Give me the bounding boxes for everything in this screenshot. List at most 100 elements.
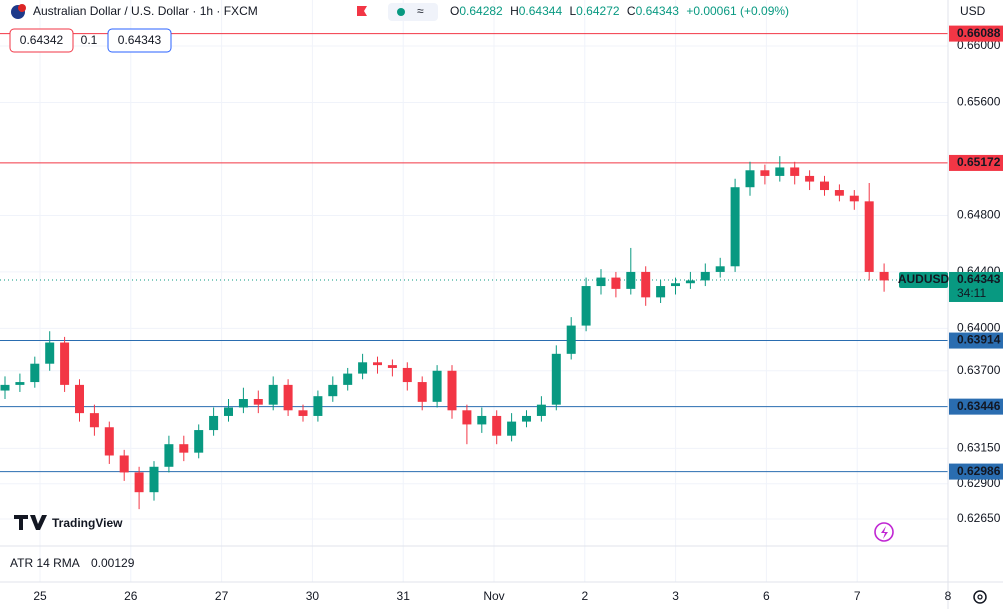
ohlc-value: 0.64344 xyxy=(519,4,563,18)
ohlc-key: O xyxy=(450,4,459,18)
y-tick-label: 0.62650 xyxy=(957,511,1001,525)
candle-body xyxy=(134,472,144,493)
flag-icon[interactable] xyxy=(357,6,367,16)
y-tick-label: 0.63150 xyxy=(957,441,1001,455)
candle-body xyxy=(343,373,353,385)
candle-body xyxy=(581,286,591,326)
candle-body xyxy=(328,384,338,397)
candle-body xyxy=(313,396,323,416)
candle-body xyxy=(671,283,680,287)
buy-price: 0.64343 xyxy=(118,33,162,47)
candle-body xyxy=(536,404,546,416)
level-label-bg xyxy=(949,154,1003,171)
x-tick-label: Nov xyxy=(483,589,504,603)
chart-title[interactable]: Australian Dollar / U.S. Dollar · 1h · F… xyxy=(33,4,258,18)
buy-button[interactable] xyxy=(107,28,172,53)
ohlc-key: C xyxy=(627,4,636,18)
candle-body xyxy=(790,167,800,176)
last-price-label: 0.64343 xyxy=(957,272,1001,286)
candle-body xyxy=(402,367,412,383)
candle-body xyxy=(820,181,829,191)
candle-body xyxy=(522,415,531,422)
ohlc-value: 0.64282 xyxy=(459,4,503,18)
ohlc-key: L xyxy=(569,4,576,18)
candle-body xyxy=(730,187,740,267)
symbol-label: AUDUSD xyxy=(898,272,950,286)
indicator-name[interactable]: ATR 14 RMA xyxy=(10,556,80,570)
level-label: 0.63914 xyxy=(957,333,1001,347)
status-wave: ≈ xyxy=(417,4,424,18)
status-dot xyxy=(397,8,405,16)
candle-body xyxy=(283,384,293,411)
candle-body xyxy=(15,382,25,385)
candle-body xyxy=(849,195,859,202)
x-tick-label: 2 xyxy=(581,589,588,603)
countdown: 34:11 xyxy=(957,286,986,300)
currency[interactable]: USD xyxy=(960,4,986,18)
y-tick-label: 0.66000 xyxy=(957,38,1001,52)
status-badge[interactable] xyxy=(388,3,438,21)
candle-body xyxy=(626,271,636,289)
candle-body xyxy=(89,413,99,428)
level-label: 0.62986 xyxy=(957,464,1001,478)
level-label-bg xyxy=(949,332,1003,349)
level-label-bg xyxy=(949,398,1003,415)
candle-body xyxy=(507,421,517,436)
candle-body xyxy=(656,286,666,298)
candle-body xyxy=(551,353,561,405)
x-tick-label: 30 xyxy=(306,589,320,603)
y-tick-label: 0.63700 xyxy=(957,363,1001,377)
candle-body xyxy=(209,415,219,431)
candle-body xyxy=(224,407,233,416)
ohlc-legend: O0.64282 H0.64344 L0.64272 C0.64343 +0.0… xyxy=(450,4,789,18)
x-tick-label: 6 xyxy=(763,589,770,603)
y-tick-label: 0.65600 xyxy=(957,95,1001,109)
candle-body xyxy=(179,444,189,453)
sell-price: 0.64342 xyxy=(20,33,64,47)
candle-body xyxy=(641,271,651,298)
ohlc-value: 0.64343 xyxy=(636,4,680,18)
y-tick-label: 0.64000 xyxy=(957,321,1001,335)
ohlc-value: 0.64272 xyxy=(576,4,620,18)
candle-body xyxy=(477,415,487,425)
x-tick-label: 8 xyxy=(945,589,952,603)
candle-body xyxy=(104,427,114,456)
y-tick-label: 0.64800 xyxy=(957,208,1001,222)
lightning-icon[interactable] xyxy=(874,522,894,542)
settings-icon[interactable] xyxy=(973,590,987,604)
candle-body xyxy=(75,384,84,414)
level-label: 0.66088 xyxy=(957,26,1001,40)
x-tick-label: 25 xyxy=(33,589,47,603)
candle-body xyxy=(760,170,770,176)
candle-body xyxy=(194,430,204,453)
candle-body xyxy=(45,342,55,364)
indicator-value: 0.00129 xyxy=(91,556,135,570)
candle-body xyxy=(164,444,174,467)
sell-button[interactable] xyxy=(9,28,74,53)
candle-body xyxy=(358,362,368,374)
x-tick-label: 27 xyxy=(215,589,229,603)
overlay: 0.660000.656000.648000.644000.640000.637… xyxy=(33,25,1003,603)
candle-body xyxy=(432,370,442,402)
logo-mark xyxy=(14,515,47,530)
candle-body xyxy=(373,362,382,366)
candle-body xyxy=(30,363,40,383)
candle-body xyxy=(566,325,576,354)
candle-body xyxy=(0,384,10,391)
candle-body xyxy=(417,382,427,402)
candle-body xyxy=(879,271,889,281)
x-tick-label: 7 xyxy=(854,589,861,603)
candle-body xyxy=(253,399,263,405)
level-label: 0.65172 xyxy=(957,155,1001,169)
candle-body xyxy=(492,415,502,436)
candle-body xyxy=(149,466,159,493)
last-price-bg xyxy=(949,271,1003,302)
currency-box[interactable] xyxy=(952,0,1000,24)
candle-body xyxy=(611,277,621,289)
candle-body xyxy=(685,280,695,284)
ohlc-key: H xyxy=(510,4,519,18)
x-tick-label: 31 xyxy=(397,589,411,603)
settings-icon-center xyxy=(977,594,983,600)
